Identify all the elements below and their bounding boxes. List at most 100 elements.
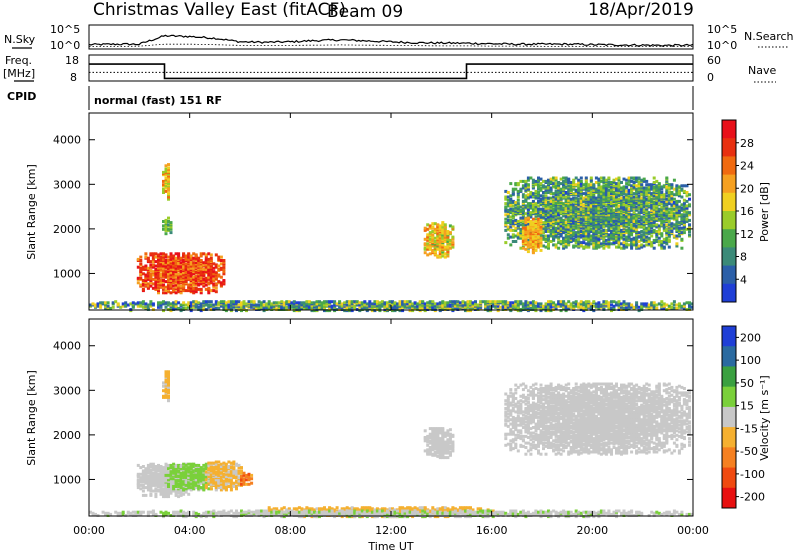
velocity-colorbar-tick-label: -200 [740,491,765,504]
power-colorbar-swatch [722,211,736,230]
frequency-series [89,63,693,80]
power-ytick-label: 3000 [53,178,81,191]
nave-right-tick-top: 60 [707,54,721,67]
power-ylabel: Slant Range [km] [25,164,38,260]
frequency-line [89,63,693,80]
power-colorbar-swatch [722,138,736,157]
velocity-colorbar-tick-label: 50 [740,377,754,390]
power-colorbar-tick-label: 4 [740,273,747,286]
velocity-panel: 00:00 04:00 08:00 12:00 16:00 20:00 00:00 1000 2… [25,318,771,553]
velocity-xlabel: Time UT [367,540,413,553]
velocity-colorbar-tick-label: 100 [740,354,761,367]
power-colorbar: 4 8 12 16 20 24 28 [721,119,754,303]
freq-unit-label: [MHz] [3,67,35,80]
noise-series [88,34,694,47]
cpid-label: CPID [7,90,36,103]
freq-left-tick-top: 18 [65,54,79,67]
velocity-ylabel: Slant Range [km] [25,370,38,466]
power-patch [423,221,455,259]
freq-label: Freq. [5,54,32,67]
power-patch [89,300,694,313]
power-colorbar-swatch [722,283,736,303]
power-colorbar-swatch [722,156,736,176]
power-axes: 1000 2000 3000 4000 [53,113,694,310]
velocity-colorbar: -200 -100 -50 -15 15 50 100 200 [721,325,765,509]
power-patch [521,216,543,255]
noise-left-tick-top: 10^5 [50,23,80,36]
nsky-line [88,34,694,47]
velocity-axes: 00:00 04:00 08:00 12:00 16:00 20:00 00:00 1000 2… [53,319,709,537]
cpid-panel: CPID normal (fast) 151 RF [7,86,694,110]
velocity-ytick-label: 3000 [53,384,81,397]
velocity-colorbar-tick-label: 15 [740,400,754,413]
power-patch [162,163,170,201]
velocity-xtick-label: 12:00 [375,524,407,537]
velocity-colorbar-frame [721,325,737,509]
power-colorbar-tick-label: 20 [740,182,754,195]
power-colorbar-swatch [722,265,736,285]
power-ytick-label: 4000 [53,134,81,147]
power-colorbar-tick-label: 24 [740,160,754,173]
freq-left-tick-bottom: 8 [70,71,77,84]
frequency-panel: Freq. [MHz] 18 8 60 0 Nave [3,54,776,84]
beam-label: Beam 09 [327,2,403,22]
velocity-xtick-label: 08:00 [274,524,306,537]
power-ytick-label: 1000 [53,267,81,280]
power-colorbar-tick-label: 12 [740,228,754,241]
date-label: 18/Apr/2019 [588,0,694,20]
velocity-patch [164,462,218,492]
power-colorbar-swatch [722,229,736,248]
velocity-colorbar-swatch [722,386,736,408]
velocity-patch [504,382,691,456]
velocity-xtick-label: 00:00 [677,524,709,537]
velocity-colorbar-swatch [722,427,736,448]
velocity-xtick-label: 20:00 [576,524,608,537]
velocity-heatmap [89,370,694,519]
power-colorbar-swatch [722,174,736,194]
power-patch [136,252,226,295]
velocity-xtick-label: 04:00 [174,524,206,537]
power-heatmap [89,163,694,313]
power-colorbar-tick-label: 8 [740,251,747,264]
velocity-colorbar-label: Velocity [m s⁻¹] [758,375,771,460]
power-colorbar-swatch [722,192,736,212]
velocity-colorbar-swatch [722,366,736,388]
velocity-ytick-label: 4000 [53,340,81,353]
power-colorbar-swatch [722,120,736,139]
velocity-colorbar-swatch [722,467,736,489]
velocity-colorbar-swatch [722,326,736,347]
velocity-colorbar-swatch [722,487,736,509]
velocity-xtick-label: 16:00 [476,524,508,537]
power-colorbar-tick-label: 16 [740,205,754,218]
velocity-patch [204,460,243,492]
nsearch-line [89,43,693,47]
power-colorbar-swatch [722,247,736,267]
noise-right-tick-bottom: 10^0 [707,39,737,52]
velocity-patch [89,509,694,519]
nave-right-tick-bottom: 0 [707,71,714,84]
velocity-patch [423,427,455,460]
cpid-text: normal (fast) 151 RF [94,94,222,107]
velocity-ytick-label: 1000 [53,473,81,486]
figure-title: Christmas Valley East (fitACF) [93,0,346,20]
velocity-colorbar-swatch [722,406,736,428]
velocity-ytick-label: 2000 [53,429,81,442]
power-colorbar-label: Power [dB] [758,182,771,242]
velocity-colorbar-tick-label: -50 [740,445,758,458]
power-colorbar-tick-label: 28 [740,137,754,150]
noise-left-tick-bottom: 10^0 [50,39,80,52]
power-ytick-label: 2000 [53,223,81,236]
velocity-colorbar-tick-label: -15 [740,422,758,435]
velocity-colorbar-swatch [722,346,736,367]
noise-right-tick-top: 10^5 [707,23,737,36]
power-patch [162,216,173,236]
nsky-label: N.Sky [4,33,36,46]
velocity-colorbar-swatch [722,447,736,469]
velocity-colorbar-tick-label: 200 [740,331,761,344]
velocity-patch [240,471,254,486]
velocity-xtick-label: 00:00 [73,524,105,537]
nave-label: Nave [748,64,776,77]
velocity-patch [162,370,170,403]
noise-panel: N.Sky 10^5 10^0 10^5 10^0 N.Search [4,23,794,52]
